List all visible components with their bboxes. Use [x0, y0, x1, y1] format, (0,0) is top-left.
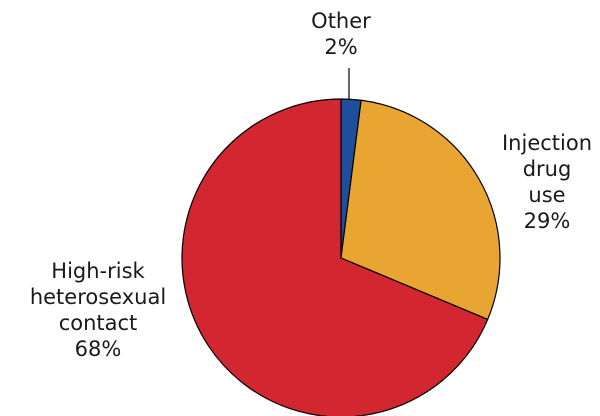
- label-high-risk-heterosexual-contact: High-risk heterosexual contact 68%: [30, 259, 166, 361]
- slice-injection-drug-use: [340, 99, 501, 321]
- label-injection-drug-use: Injection drug use 29%: [502, 131, 592, 233]
- pie-slices: [181, 98, 501, 416]
- slice-high-risk-heterosexual-contact: [181, 98, 489, 416]
- label-other: Other 2%: [311, 9, 371, 59]
- pie-labels: Other 2% Injection drug use 29% High-risk heter…: [30, 9, 592, 361]
